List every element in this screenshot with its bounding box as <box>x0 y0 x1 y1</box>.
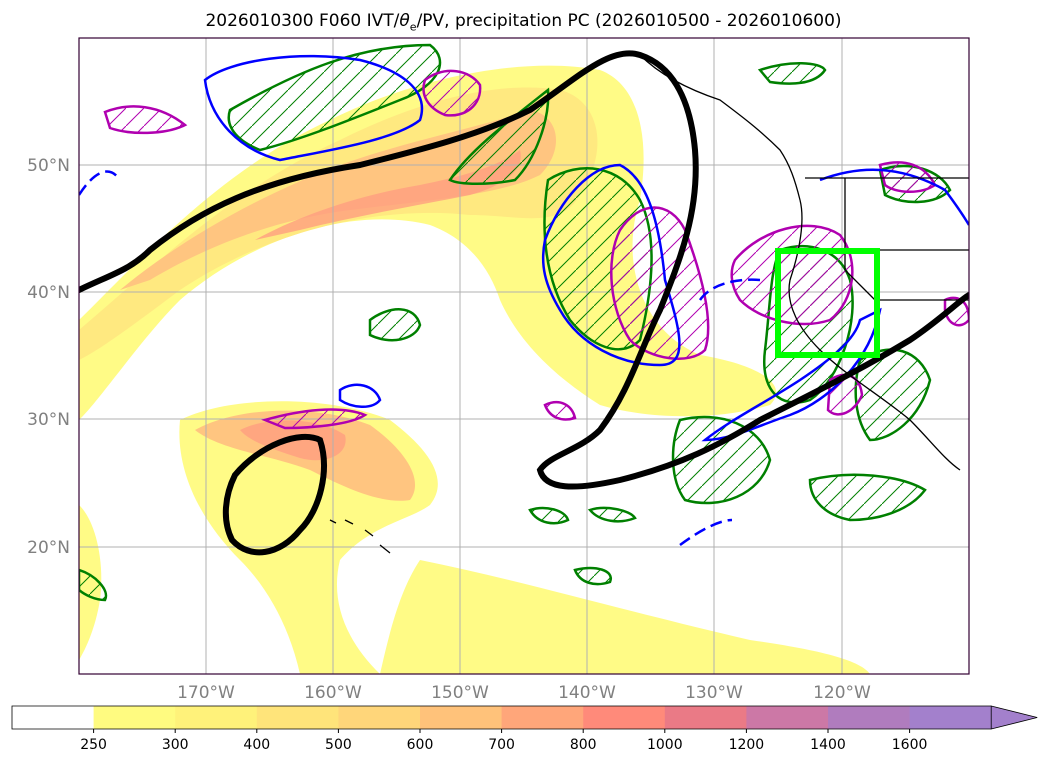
colorbar-segment <box>338 706 421 729</box>
latitude-labels: 50°N 40°N 30°N 20°N <box>27 156 70 558</box>
colorbar-tick-label: 1000 <box>647 737 683 753</box>
precip-region-north-east <box>757 62 827 85</box>
colorbar-segment <box>256 706 339 729</box>
colorbar-tick-label: 500 <box>325 737 352 753</box>
precip-region-north-pacific <box>227 43 442 152</box>
neg-region-north <box>422 69 482 117</box>
colorbar-tick-label: 1200 <box>729 737 765 753</box>
ivt-500 <box>120 110 557 290</box>
colorbar-segment <box>93 706 176 729</box>
theta-dashed-b <box>679 518 733 547</box>
colorbar-tick-label: 1400 <box>810 737 846 753</box>
lat-label-50: 50°N <box>27 156 70 176</box>
lat-label-40: 40°N <box>27 283 70 303</box>
colorbar-segment <box>746 706 829 729</box>
colorbar-segment <box>175 706 258 729</box>
map-area <box>79 38 969 674</box>
title-theta: θ <box>399 11 410 31</box>
colorbar-segment <box>12 706 95 729</box>
colorbar-segment <box>501 706 584 729</box>
map-frame <box>78 37 970 675</box>
neg-region-subtropic <box>261 408 368 430</box>
theta-small <box>338 383 382 408</box>
lon-label-150w: 150°W <box>431 683 489 703</box>
pv-contours <box>79 50 969 556</box>
precip-region-tiny-b <box>587 506 637 523</box>
colorbar-tick-label: 600 <box>407 737 434 753</box>
colorbar-segment <box>583 706 666 729</box>
ivt-250-se <box>380 560 870 674</box>
theta-dashed-a <box>698 278 761 301</box>
precip-region-mid <box>368 308 422 342</box>
border-states-a <box>844 178 876 301</box>
precip-region-southwest <box>79 568 108 602</box>
pv-main-contour <box>79 50 969 490</box>
lon-label-120w: 120°W <box>813 683 871 703</box>
precip-region-tiny-a <box>528 506 570 525</box>
precip-region-south-small <box>573 566 612 586</box>
colorbar-tick-label: 700 <box>488 737 515 753</box>
theta-central <box>541 163 681 367</box>
highlight-box <box>775 248 880 358</box>
lon-label-160w: 160°W <box>304 683 362 703</box>
pv-subtropical-low <box>222 433 327 556</box>
lon-label-140w: 140°W <box>558 683 616 703</box>
neg-region-small <box>543 401 577 421</box>
colorbar-tick-label: 400 <box>243 737 270 753</box>
coast-alaska <box>639 54 801 201</box>
colorbar-segment <box>909 706 992 729</box>
lat-label-20: 20°N <box>27 538 70 558</box>
colorbar-tick-label: 1600 <box>892 737 928 753</box>
title-prefix: 2026010300 F060 IVT/ <box>205 11 400 31</box>
theta-east-north <box>819 168 969 226</box>
title-suffix: /PV, precipitation PC (2026010500 - 2026… <box>416 11 842 31</box>
theta-north-pacific <box>203 54 424 162</box>
precip-region-southeast <box>808 473 927 522</box>
coast-hawaii <box>329 519 391 554</box>
longitude-labels: 170°W 160°W 150°W 140°W 130°W 120°W <box>177 683 871 703</box>
colorbar-tick-label: 250 <box>80 737 107 753</box>
lon-label-170w: 170°W <box>177 683 235 703</box>
colorbar-extend-arrow <box>990 705 1038 730</box>
colorbar-segment <box>420 706 503 729</box>
neg-region-aleutian <box>103 105 188 135</box>
coastlines <box>329 54 969 554</box>
colorbar-tick-label: 800 <box>570 737 597 753</box>
title-theta-sub: e <box>409 20 417 34</box>
ivt-700 <box>255 150 521 240</box>
theta-dashed-c <box>79 170 122 196</box>
figure-title: 2026010300 F060 IVT/θe/PV, precipitation… <box>0 11 1047 33</box>
colorbar-segment <box>828 706 911 729</box>
colorbar-tick-label: 300 <box>162 737 189 753</box>
colorbar: 250 300 400 500 600 700 800 1000 1200 1400 1600 <box>11 705 1038 753</box>
lat-label-30: 30°N <box>27 410 70 430</box>
lon-label-130w: 130°W <box>685 683 743 703</box>
neg-region-idaho <box>878 161 937 193</box>
colorbar-segment <box>664 706 747 729</box>
